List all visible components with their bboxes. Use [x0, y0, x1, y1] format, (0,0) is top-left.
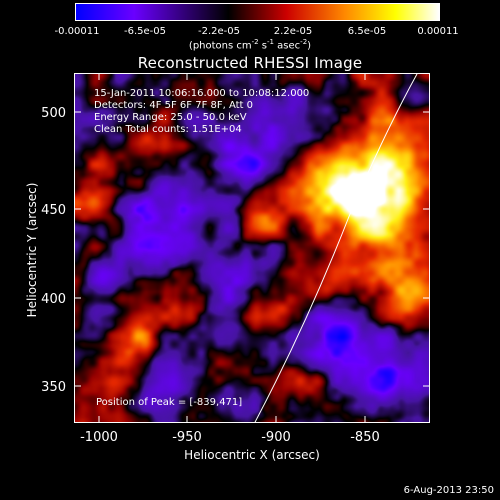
solar-limb-line — [254, 74, 418, 422]
units-exponent: -2 — [251, 38, 259, 46]
units-exponent: -1 — [267, 38, 274, 46]
units-part: s — [258, 40, 268, 52]
energy-range: Energy Range: 25.0 - 50.0 keV — [94, 112, 247, 123]
y-axis-label: Heliocentric Y (arcsec) — [25, 183, 39, 318]
y-tick-label: 450 — [41, 203, 66, 218]
x-tick-label: -850 — [350, 430, 380, 445]
plot-title: Reconstructed RHESSI Image — [137, 54, 363, 72]
x-tick-label: -900 — [261, 430, 291, 445]
x-axis: -1000 -950 -900 -850 Heliocentric X (arc… — [80, 73, 380, 462]
units-part: ) — [307, 40, 312, 52]
units-exponent: -2 — [300, 38, 308, 46]
units-part: asec — [274, 40, 301, 52]
colorbar-gradient — [76, 4, 439, 20]
colorbar-tick-labels: -0.00011 -6.5e-05 -2.2e-05 2.2e-05 6.5e-… — [0, 26, 500, 40]
units-part: (photons cm — [188, 40, 252, 52]
y-tick-label: 500 — [41, 106, 66, 121]
y-tick-label: 350 — [41, 380, 66, 395]
x-axis-label: Heliocentric X (arcsec) — [184, 448, 320, 462]
colorbar-tick-label: 0.00011 — [417, 26, 459, 37]
colorbar-units: (photons cm-2 s-1 asec-2) — [0, 38, 500, 51]
colorbar-tick-label: -6.5e-05 — [124, 26, 166, 37]
observation-info: 15-Jan-2011 10:06:16.000 to 10:08:12.000… — [94, 88, 309, 136]
detectors: Detectors: 4F 5F 6F 7F 8F, Att 0 — [94, 100, 254, 111]
time-range: 15-Jan-2011 10:06:16.000 to 10:08:12.000 — [94, 88, 310, 99]
colorbar-tick-label: 2.2e-05 — [273, 26, 313, 37]
peak-position: Position of Peak = [-839,471] — [96, 397, 243, 408]
rhessi-image — [75, 74, 429, 422]
y-tick-label: 400 — [41, 292, 66, 307]
date-stamp: 6-Aug-2013 23:50 — [403, 485, 494, 496]
colorbar-tick-label: 6.5e-05 — [347, 26, 387, 37]
colorbar — [75, 3, 440, 21]
rhessi-image-frame: 15-Jan-2011 10:06:16.000 to 10:08:12.000… — [74, 73, 430, 423]
y-axis: 350 400 450 500 Heliocentric Y (arcsec) — [25, 106, 430, 395]
colorbar-tick-label: -0.00011 — [54, 26, 100, 37]
colorbar-tick-label: -2.2e-05 — [198, 26, 240, 37]
x-tick-label: -1000 — [80, 430, 118, 445]
x-tick-label: -950 — [172, 430, 202, 445]
clean-total-counts: Clean Total counts: 1.51E+04 — [94, 124, 242, 135]
solar-limb — [254, 74, 418, 422]
